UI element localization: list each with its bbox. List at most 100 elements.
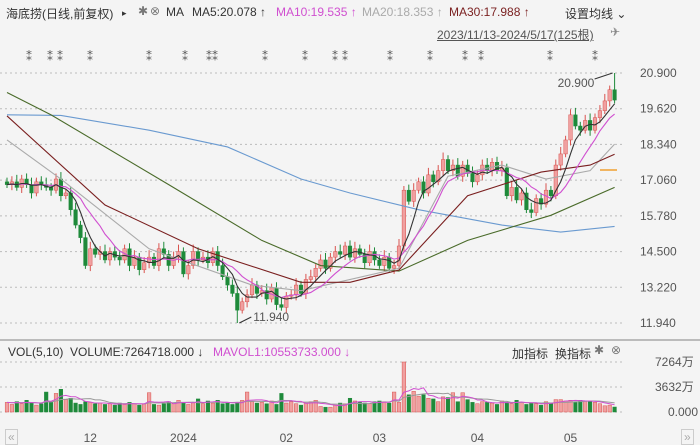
volume-bar (254, 402, 259, 413)
candle-body (220, 265, 225, 277)
candle-body (578, 125, 583, 131)
expand-arrow-icon[interactable]: ▸ (122, 8, 127, 18)
volume-bar (289, 401, 294, 413)
volume-value: VOLUME:7264718.000 ↓ (70, 345, 204, 359)
candle-body (343, 245, 348, 255)
volume-bar (34, 404, 39, 413)
candle-body (406, 189, 411, 202)
mavol-value: MAVOL1:10553733.000 ↓ (213, 345, 351, 359)
volume-bar (431, 398, 436, 413)
volume-bar (612, 406, 617, 413)
vol-label: VOL(5,10) (8, 345, 64, 359)
event-marker-icon: ⁑ (182, 50, 188, 64)
candle-body (264, 290, 269, 300)
volume-bar (294, 403, 299, 413)
candle-body (450, 164, 455, 171)
candle-body (107, 251, 112, 261)
volume-bar (53, 393, 59, 413)
candle-body (392, 265, 397, 269)
volume-bar (548, 402, 553, 413)
ma20-value: MA20:18.353 ↑ (362, 5, 443, 19)
candle-body (612, 89, 617, 101)
candle-body (421, 181, 426, 194)
volume-bar (303, 402, 308, 413)
candle-body (426, 174, 431, 194)
volume-bar (504, 402, 509, 413)
scroll-left-button[interactable]: « (5, 429, 18, 445)
volume-bar (298, 404, 304, 413)
volume-bar (107, 403, 112, 413)
volume-bar (597, 403, 602, 413)
candle-body (24, 178, 29, 185)
candle-body (460, 164, 465, 177)
low-arrow (239, 316, 252, 324)
candle-body (347, 245, 353, 258)
volume-bar (156, 404, 161, 413)
vol-close-icon[interactable]: ⊗ (611, 343, 622, 357)
volume-bar (401, 361, 406, 413)
volume-bar (328, 406, 333, 413)
stock-title: 海底捞(日线,前复权) (6, 7, 114, 21)
volume-bar (274, 404, 279, 413)
candle-body (558, 153, 563, 166)
volume-bar (210, 402, 215, 413)
volume-bar (39, 403, 44, 413)
event-marker-icon: ⁑ (212, 50, 218, 64)
switch-indicator-button[interactable]: 换指标 (555, 347, 592, 361)
candle-body (367, 251, 372, 263)
y-tick-label: 11.940 (640, 316, 676, 330)
volume-bar (225, 402, 230, 413)
candle-body (93, 248, 98, 255)
candle-body (88, 248, 93, 266)
volume-bar (382, 401, 387, 413)
volume-bar (220, 403, 225, 413)
x-tick-label: 03 (373, 431, 387, 445)
volume-bar (240, 400, 245, 413)
ma-settings-button[interactable]: 设置均线 ⌄ (565, 7, 627, 21)
candle-body (514, 187, 519, 201)
candle-body (352, 248, 357, 258)
volume-bar (602, 405, 607, 413)
event-marker-icon: ⁑ (332, 50, 338, 64)
scroll-right-button[interactable]: » (681, 429, 694, 445)
y-tick-label: 18.340 (640, 137, 677, 151)
candle-body (519, 192, 524, 201)
volume-bar (475, 403, 480, 413)
volume-bar (539, 404, 544, 413)
candle-body (298, 284, 304, 294)
volume-bar (88, 402, 93, 413)
candle-body (333, 251, 338, 258)
volume-bar (176, 400, 181, 413)
event-marker-icon: ⁑ (206, 50, 212, 64)
date-range-link[interactable]: 2023/11/13-2024/5/17(125根) (437, 28, 594, 42)
y-tick-label: 17.060 (640, 173, 677, 187)
volume-bar (396, 402, 402, 413)
candle-body (597, 110, 602, 118)
ma5-line (6, 103, 616, 300)
volume-bar (249, 401, 255, 413)
volume-bar (230, 404, 235, 413)
volume-bar (436, 401, 441, 413)
volume-bar (362, 402, 367, 413)
vol-gear-icon[interactable]: ✱ (594, 343, 605, 357)
candle-body (63, 192, 68, 197)
close-icon[interactable]: ⊗ (150, 4, 161, 18)
volume-bar (543, 401, 549, 413)
volume-bar (445, 397, 451, 413)
candle-body (117, 256, 122, 261)
volume-bar (4, 402, 10, 413)
candle-body (382, 256, 387, 266)
volume-bar (416, 395, 421, 413)
candle-body (568, 114, 573, 141)
candle-body (602, 100, 607, 111)
ma5-value: MA5:20.078 ↑ (192, 5, 267, 19)
pin-icon[interactable]: ✈ (610, 25, 621, 39)
volume-bar (83, 401, 88, 413)
y-tick-label: 13.220 (640, 280, 677, 294)
volume-bar (470, 402, 475, 413)
add-indicator-button[interactable]: 加指标 (512, 347, 549, 361)
volume-bar (333, 404, 338, 413)
gear-icon[interactable]: ✱ (138, 4, 149, 18)
event-marker-icon: ⁑ (478, 50, 484, 64)
